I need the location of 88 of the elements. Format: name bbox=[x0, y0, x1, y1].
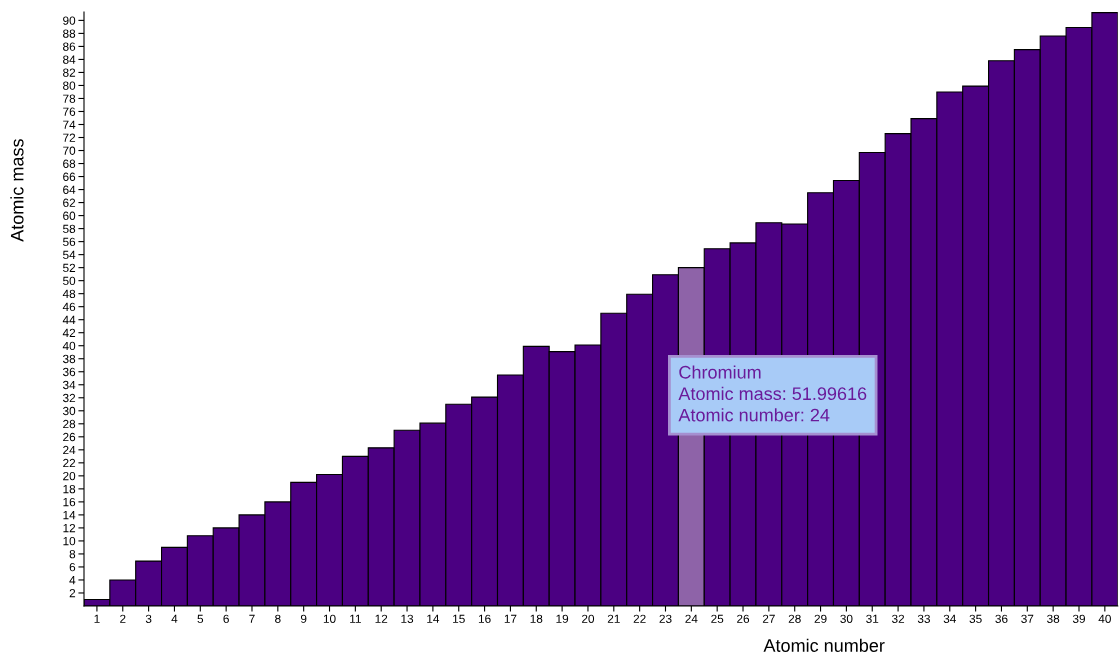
y-tick-label: 16 bbox=[63, 497, 76, 507]
x-tick-label: 13 bbox=[401, 614, 414, 623]
x-tick-label: 6 bbox=[223, 614, 229, 623]
y-tick-label: 4 bbox=[69, 576, 76, 585]
y-axis-title: Atomic mass bbox=[10, 139, 24, 242]
x-tick-label: 1 bbox=[94, 614, 100, 623]
y-tick-label: 72 bbox=[63, 133, 76, 142]
y-tick-label: 6 bbox=[69, 562, 76, 572]
y-tick-label: 46 bbox=[62, 302, 76, 312]
x-tick-label: 20 bbox=[581, 614, 595, 623]
y-tick-label: 56 bbox=[63, 237, 76, 247]
x-tick-label: 17 bbox=[504, 614, 517, 623]
x-tick-label: 27 bbox=[762, 614, 775, 623]
x-tick-label: 34 bbox=[943, 614, 956, 623]
y-tick-label: 64 bbox=[63, 185, 76, 194]
y-tick-label: 38 bbox=[62, 354, 76, 364]
y-tick-label: 54 bbox=[63, 250, 76, 260]
y-tick-label: 28 bbox=[63, 419, 76, 429]
x-tick-label: 31 bbox=[866, 614, 879, 623]
x-tick-label: 11 bbox=[350, 614, 361, 623]
y-tick-label: 80 bbox=[63, 81, 76, 90]
y-tick-label: 20 bbox=[63, 471, 76, 481]
x-tick-label: 29 bbox=[814, 614, 827, 623]
x-tick-label: 15 bbox=[453, 614, 465, 623]
y-tick-label: 48 bbox=[62, 289, 76, 299]
x-tick-label: 28 bbox=[788, 614, 801, 623]
y-tick-label: 40 bbox=[62, 341, 76, 351]
x-tick-label: 9 bbox=[300, 614, 307, 623]
y-tick-label: 78 bbox=[63, 94, 76, 103]
x-tick-label: 22 bbox=[633, 614, 646, 623]
y-tick-label: 86 bbox=[63, 42, 76, 51]
y-tick-label: 12 bbox=[63, 523, 76, 533]
y-tick-label: 90 bbox=[63, 16, 76, 25]
y-tick-label: 60 bbox=[63, 211, 76, 220]
x-tick-label: 7 bbox=[249, 614, 255, 623]
annotation: Chromium Atomic mass: 51.99616 Atomic number: 24 bbox=[678, 365, 867, 422]
x-tick-label: 35 bbox=[969, 614, 982, 623]
y-tick-label: 62 bbox=[63, 198, 76, 207]
y-tick-label: 44 bbox=[62, 315, 76, 324]
y-tick-label: 84 bbox=[63, 55, 76, 64]
x-tick-label: 21 bbox=[607, 614, 620, 623]
x-tick-label: 16 bbox=[478, 614, 491, 623]
y-tick-label: 34 bbox=[62, 380, 76, 390]
x-tick-label: 32 bbox=[891, 614, 905, 623]
x-tick-label: 18 bbox=[530, 614, 543, 623]
y-tick-label: 22 bbox=[63, 458, 76, 468]
y-tick-label: 66 bbox=[63, 172, 76, 181]
x-tick-label: 25 bbox=[711, 614, 724, 623]
y-tick-label: 36 bbox=[62, 367, 76, 377]
x-tick-label: 23 bbox=[659, 614, 672, 623]
x-tick-label: 3 bbox=[145, 614, 152, 623]
x-tick-label: 40 bbox=[1098, 614, 1111, 623]
y-tick-label: 10 bbox=[63, 536, 76, 546]
x-tick-label: 8 bbox=[275, 614, 281, 623]
y-tick-label: 88 bbox=[63, 29, 76, 38]
x-axis-title: Atomic number bbox=[763, 638, 885, 652]
x-tick-label: 10 bbox=[323, 614, 336, 623]
y-tick-label: 74 bbox=[63, 120, 76, 129]
x-tick-label: 12 bbox=[375, 614, 388, 623]
x-tick-label: 30 bbox=[840, 614, 853, 623]
x-tick-label: 37 bbox=[1021, 614, 1034, 623]
y-tick-label: 42 bbox=[62, 328, 76, 337]
y-tick-label: 26 bbox=[63, 432, 76, 442]
y-tick-label: 30 bbox=[62, 406, 76, 416]
y-tick-label: 32 bbox=[62, 393, 76, 403]
y-tick-label: 14 bbox=[63, 511, 76, 520]
x-tick-label: 33 bbox=[917, 614, 930, 623]
x-tick-label: 38 bbox=[1047, 614, 1060, 623]
y-tick-label: 58 bbox=[63, 224, 76, 233]
y-tick-label: 52 bbox=[63, 263, 76, 273]
y-tick-label: 2 bbox=[69, 589, 76, 598]
x-tick-label: 5 bbox=[197, 614, 204, 623]
y-tick-label: 68 bbox=[63, 159, 76, 168]
x-tick-label: 2 bbox=[120, 614, 126, 623]
x-tick-label: 24 bbox=[685, 614, 698, 623]
y-tick-label: 82 bbox=[63, 68, 76, 77]
y-tick-label: 70 bbox=[63, 146, 76, 155]
x-tick-label: 4 bbox=[171, 614, 178, 623]
y-tick-label: 8 bbox=[69, 549, 76, 559]
x-tick-label: 19 bbox=[556, 614, 569, 623]
y-tick-label: 24 bbox=[63, 445, 76, 455]
y-tick-label: 50 bbox=[63, 276, 76, 286]
x-tick-label: 14 bbox=[427, 614, 440, 623]
x-tick-label: 36 bbox=[995, 614, 1008, 623]
y-tick-label: 18 bbox=[63, 484, 76, 494]
x-tick-label: 39 bbox=[1072, 614, 1085, 623]
y-tick-label: 76 bbox=[63, 107, 76, 116]
x-tick-label: 26 bbox=[737, 614, 750, 623]
